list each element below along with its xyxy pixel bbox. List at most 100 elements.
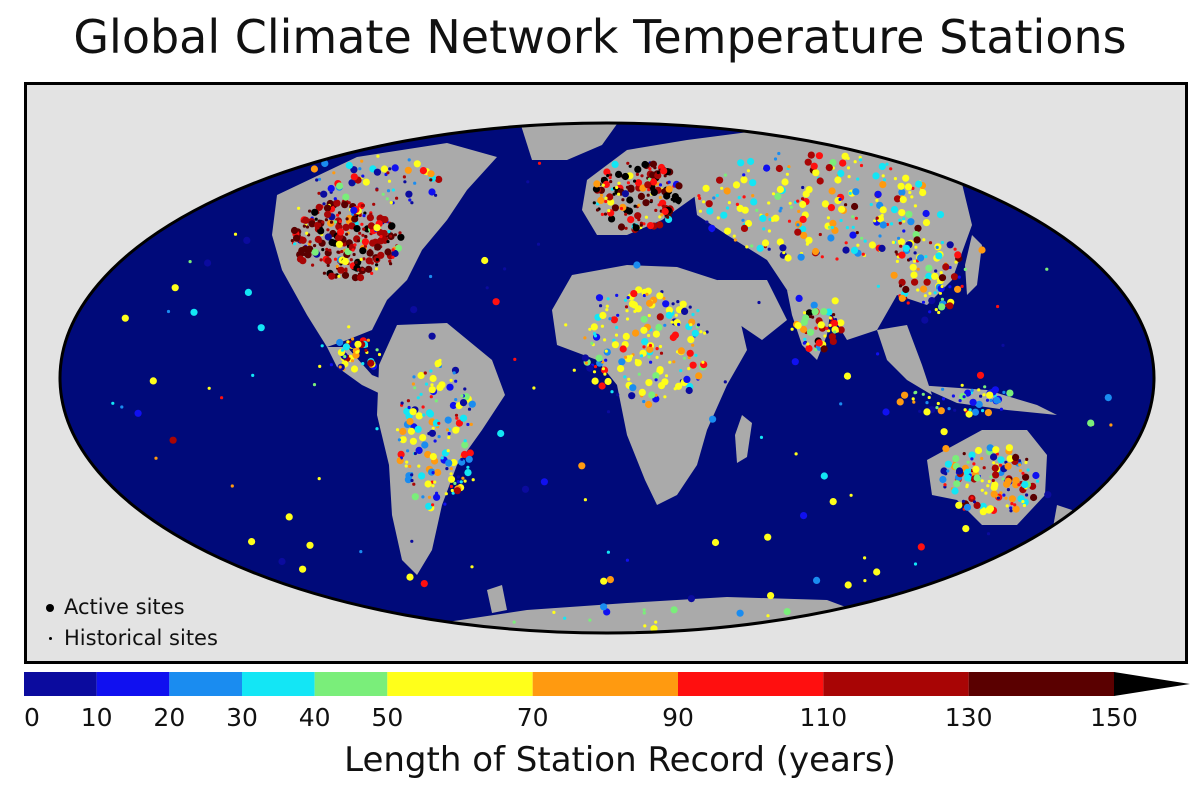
historical-station-marker [640,174,644,178]
historical-station-marker [400,401,404,405]
active-station-marker [838,205,846,213]
historical-station-marker [318,364,322,368]
historical-station-marker [794,452,798,456]
active-station-marker [802,190,810,198]
historical-station-marker [588,618,592,622]
historical-station-marker [362,227,366,231]
historical-station-marker [725,206,730,210]
historical-station-marker [913,391,917,395]
historical-station-marker [469,422,473,426]
historical-station-marker [839,218,843,223]
active-station-marker [302,216,310,224]
active-station-marker [445,459,453,467]
active-station-marker [905,210,913,218]
historical-station-marker [617,181,621,185]
historical-station-marker [970,388,974,392]
active-station-marker [429,453,437,461]
active-station-marker [763,164,771,172]
active-station-marker [299,257,307,265]
historical-station-marker [612,192,616,196]
historical-station-marker [941,387,945,391]
active-station-marker [324,257,332,265]
historical-station-marker [355,350,359,354]
historical-station-marker [614,333,619,337]
historical-station-marker [876,284,881,288]
active-station-marker [942,263,950,271]
historical-station-marker [302,224,306,228]
active-station-marker [986,391,994,399]
active-station-marker [353,225,361,233]
active-site-dot-icon [46,603,54,612]
historical-station-marker [358,231,362,235]
historical-station-marker [604,349,608,353]
historical-station-marker [615,325,619,330]
active-station-marker [767,592,775,600]
historical-station-marker [633,179,637,183]
historical-station-marker [676,300,680,304]
historical-station-marker [437,435,441,439]
historical-station-marker [655,347,659,351]
historical-station-marker [633,204,637,208]
historical-station-marker [659,351,664,355]
active-station-marker [815,152,824,160]
historical-station-marker [902,219,906,223]
active-station-marker [603,168,611,176]
historical-station-marker [376,154,380,158]
active-station-marker [878,244,886,252]
historical-station-marker [937,310,941,315]
historical-station-marker [668,360,672,364]
active-station-marker [418,472,426,480]
historical-station-marker [960,383,964,387]
active-station-marker [640,315,648,323]
historical-station-marker [691,312,695,317]
historical-station-marker [835,257,839,261]
active-station-marker [837,326,845,334]
active-station-marker [661,207,669,216]
historical-station-marker [395,196,399,200]
active-sites-label: Active sites [64,595,185,619]
active-station-marker [896,398,904,406]
historical-station-marker [833,330,837,334]
active-station-marker [413,160,421,168]
historical-station-marker [434,193,438,197]
historical-station-marker [825,326,829,330]
active-station-marker [599,311,607,319]
historical-station-marker [345,217,349,221]
active-station-marker [633,261,641,269]
active-station-marker [953,480,961,488]
active-station-marker [805,344,813,353]
colorbar-tick-label: 90 [662,703,694,732]
historical-station-marker [422,413,426,417]
active-station-marker [646,222,655,230]
historical-station-marker [626,296,630,300]
historical-station-marker [642,608,646,612]
active-station-marker [749,179,757,187]
active-station-marker [342,223,350,231]
historical-station-marker [349,258,353,262]
historical-station-marker [356,239,361,243]
active-station-marker [373,168,381,176]
historical-station-marker [333,197,337,201]
active-station-marker [799,215,807,223]
active-station-marker [984,409,993,417]
active-station-marker [415,412,423,420]
active-station-marker [1032,471,1040,480]
historical-station-marker [782,251,786,255]
active-station-marker [759,214,767,222]
historical-station-marker [606,550,611,554]
historical-station-marker [404,464,408,468]
historical-station-marker [826,216,831,220]
historical-station-marker [1022,503,1026,508]
active-station-marker [410,306,418,314]
active-station-marker [921,316,929,324]
historical-station-marker [326,228,330,232]
historical-station-marker [406,399,410,403]
historical-station-marker [337,211,342,215]
historical-station-marker [642,399,646,404]
historical-station-marker [936,401,940,406]
active-station-marker [595,294,604,302]
historical-station-marker [451,491,455,495]
historical-station-marker [779,206,783,210]
active-station-marker [708,224,716,232]
historical-station-marker [765,213,769,217]
